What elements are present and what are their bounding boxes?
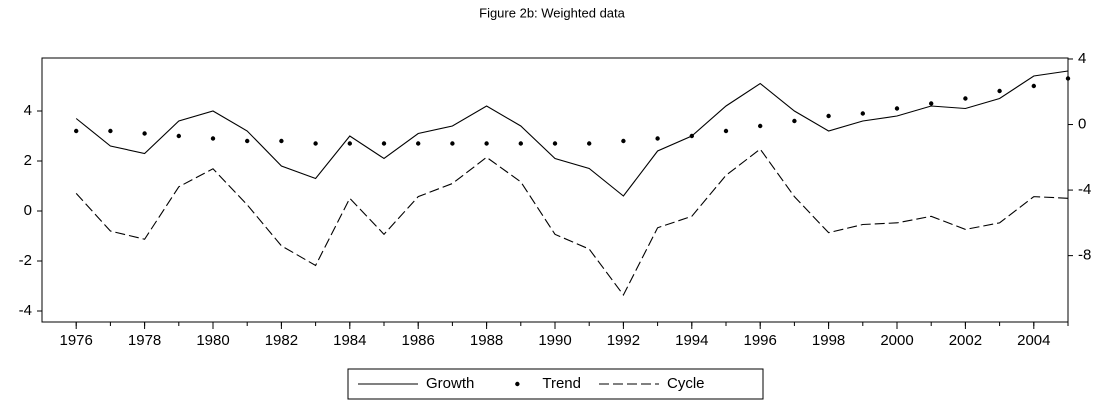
trend-dot [552, 141, 558, 146]
legend-label: Growth [426, 375, 474, 392]
trend-dot [347, 141, 352, 146]
trend-dot [108, 128, 113, 134]
x-tick-label: 1978 [128, 332, 161, 349]
x-tick-label: 1994 [675, 332, 708, 349]
x-tick-label: 1980 [196, 332, 229, 349]
trend-dot [655, 136, 660, 141]
trend-dot [997, 88, 1002, 94]
trend-dot [689, 133, 694, 139]
trend-dot [142, 131, 147, 136]
chart-title: Figure 2b: Weighted data [479, 5, 626, 20]
trend-dot [313, 141, 318, 146]
y-tick-label: 2 [24, 152, 32, 169]
trend-dot [210, 136, 216, 141]
x-tick-label: 1984 [333, 332, 366, 349]
trend-dot [826, 113, 831, 119]
series-line [75, 70, 1069, 197]
trend-dot [245, 138, 250, 144]
y-tick-label: -2 [19, 252, 32, 269]
trend-dot [176, 133, 181, 139]
x-tick-label: 1990 [538, 332, 571, 349]
x-tick-label: 1986 [402, 332, 435, 349]
plot-frame [41, 57, 1069, 323]
trend-dot [1065, 76, 1071, 81]
trend-dot [416, 141, 421, 146]
trend-dot [1031, 83, 1037, 89]
x-tick-label: 1988 [470, 332, 503, 349]
trend-dot [381, 141, 387, 146]
trend-dot [860, 111, 865, 116]
trend-dot [929, 101, 934, 106]
x-tick-label: 1992 [607, 332, 640, 349]
trend-dot [792, 118, 797, 124]
trend-dot [450, 141, 455, 146]
x-tick-label: 2000 [880, 332, 913, 349]
trend-dot [963, 96, 968, 101]
y-tick-label: 4 [24, 102, 32, 119]
trend-dot [723, 128, 729, 134]
legend-symbol [515, 381, 520, 387]
y2-tick-label: 0 [1078, 116, 1086, 133]
trend-dot [74, 128, 79, 134]
x-tick-label: 1982 [265, 332, 298, 349]
trend-dot [758, 123, 763, 129]
trend-dot [484, 141, 489, 146]
trend-dot [518, 141, 523, 146]
x-tick-label: 2004 [1017, 332, 1050, 349]
series-line [75, 148, 1069, 296]
legend-label: Cycle [667, 375, 705, 392]
x-tick-label: 1976 [60, 332, 93, 349]
trend-dot [587, 141, 592, 146]
y2-tick-label: -4 [1078, 181, 1091, 198]
x-tick-label: 1998 [812, 332, 845, 349]
y2-tick-label: 4 [1078, 50, 1086, 67]
trend-dot [894, 106, 900, 111]
trend-dot [621, 138, 626, 144]
x-tick-label: 2002 [949, 332, 982, 349]
trend-dot [279, 138, 284, 144]
y-tick-label: -4 [19, 302, 32, 319]
x-tick-label: 1996 [744, 332, 777, 349]
legend-label: Trend [542, 375, 581, 392]
y2-tick-label: -8 [1078, 247, 1091, 264]
y-tick-label: 0 [24, 202, 32, 219]
